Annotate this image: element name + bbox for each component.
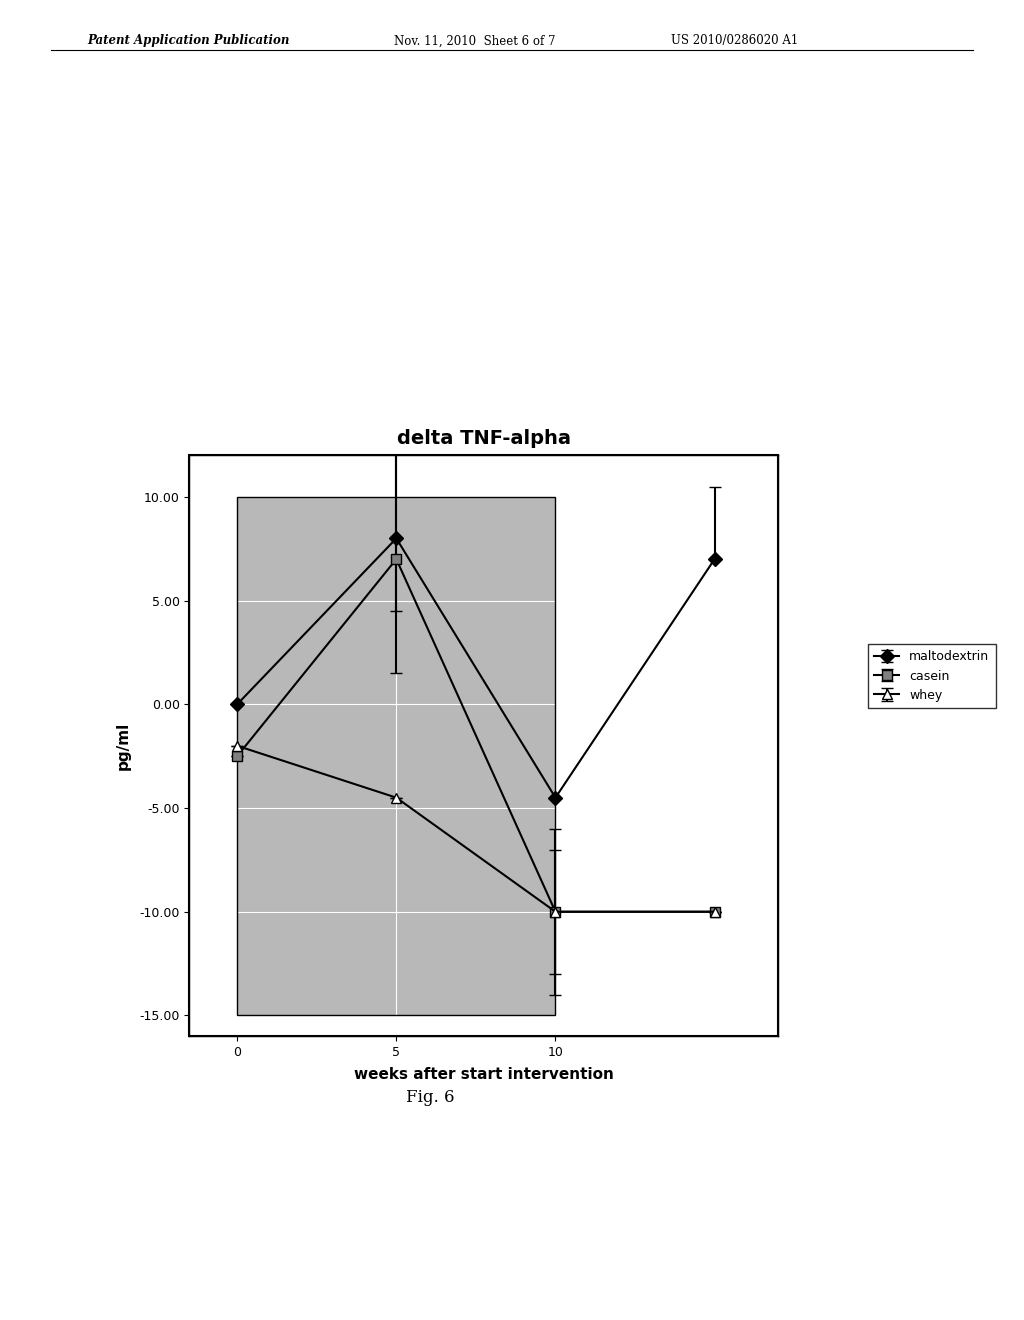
Y-axis label: pg/ml: pg/ml (116, 722, 131, 770)
Bar (238, 496, 555, 1015)
X-axis label: weeks after start intervention: weeks after start intervention (354, 1068, 613, 1082)
Legend: maltodextrin, casein, whey: maltodextrin, casein, whey (868, 644, 995, 708)
Bar (238, 496, 555, 1015)
Text: US 2010/0286020 A1: US 2010/0286020 A1 (671, 34, 798, 48)
Text: Fig. 6: Fig. 6 (406, 1089, 455, 1106)
Text: Nov. 11, 2010  Sheet 6 of 7: Nov. 11, 2010 Sheet 6 of 7 (394, 34, 556, 48)
Title: delta TNF-alpha: delta TNF-alpha (397, 429, 570, 449)
Text: Patent Application Publication: Patent Application Publication (87, 34, 290, 48)
